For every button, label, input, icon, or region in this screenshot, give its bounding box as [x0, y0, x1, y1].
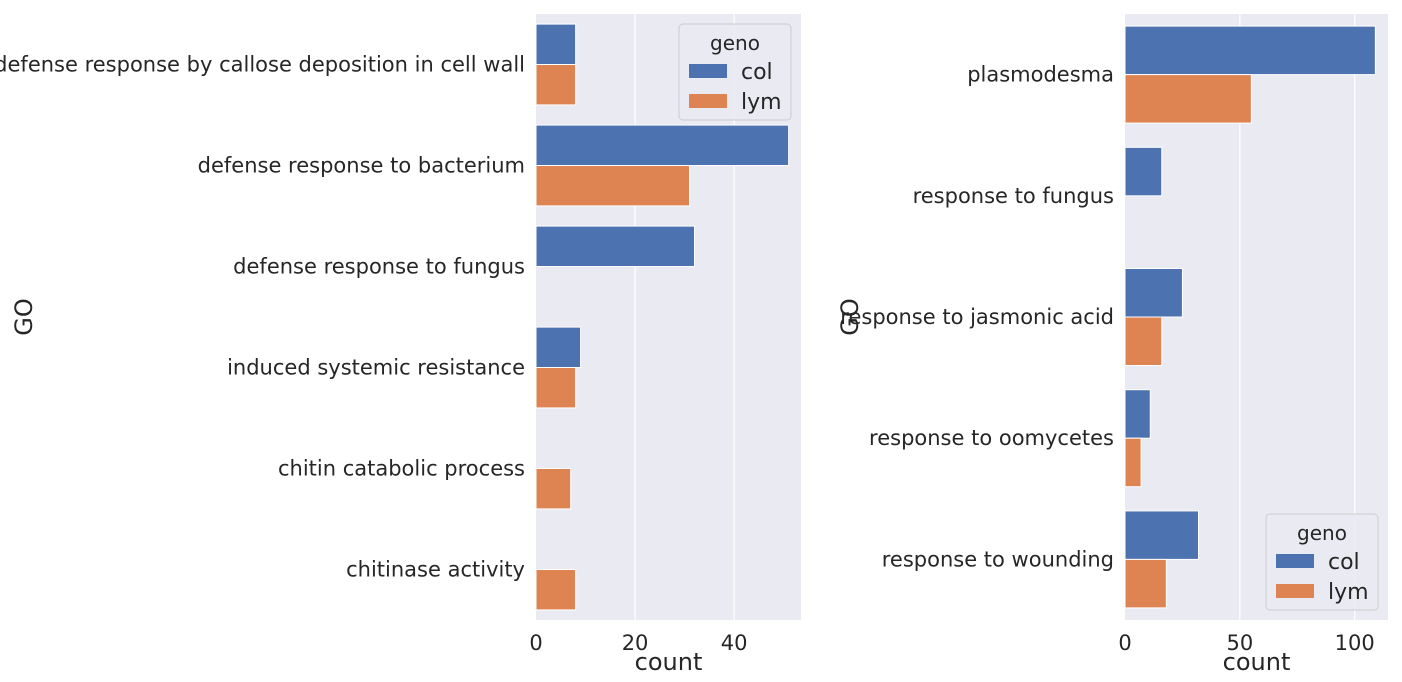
- legend-swatch-col: [1276, 554, 1314, 568]
- bar-col: [1124, 510, 1200, 560]
- bar-lym: [535, 367, 577, 409]
- legend-title: geno: [1297, 521, 1347, 545]
- chart-panel-2: plasmodesma response to fungus response to…: [836, 14, 1388, 676]
- legend: geno col lym: [678, 23, 792, 121]
- x-tick-label: 50: [1226, 631, 1253, 655]
- bar-lym: [1124, 74, 1252, 124]
- bar-col: [535, 326, 582, 369]
- y-tick-label: chitin catabolic process: [278, 457, 525, 481]
- legend-entry-lym: lym: [741, 90, 782, 115]
- legend: geno col lym: [1265, 513, 1379, 611]
- y-tick-label: response to jasmonic acid: [840, 305, 1114, 329]
- y-axis-label: GO: [836, 298, 864, 336]
- y-tick-label: plasmodesma: [967, 63, 1114, 87]
- x-tick-label: 0: [529, 631, 542, 655]
- y-tick-label: response to fungus: [913, 184, 1114, 208]
- y-tick-label: response to wounding: [882, 547, 1114, 571]
- bar-lym: [535, 64, 577, 106]
- chart-panel-1: defense response by callose deposition i…: [0, 14, 801, 676]
- legend-swatch-lym: [1276, 584, 1314, 598]
- bar-lym: [535, 569, 577, 611]
- bar-lym: [535, 165, 691, 207]
- x-tick-label: 40: [721, 631, 748, 655]
- bar-lym: [535, 468, 572, 510]
- bar-col: [1124, 146, 1163, 197]
- y-tick-label: defense response to fungus: [233, 255, 525, 279]
- x-axis-label: count: [1223, 648, 1291, 676]
- bar-col: [535, 124, 790, 166]
- y-tick-label: induced systemic resistance: [227, 356, 525, 380]
- legend-title: geno: [710, 31, 760, 55]
- legend-swatch-lym: [689, 94, 727, 108]
- bar-lym: [1124, 316, 1163, 366]
- legend-entry-lym: lym: [1328, 580, 1369, 605]
- bar-col: [535, 23, 577, 66]
- bar-col: [535, 225, 696, 268]
- y-tick-label: chitinase activity: [346, 558, 525, 582]
- bar-col: [1124, 268, 1183, 318]
- x-axis-label: count: [635, 648, 703, 676]
- x-tick-label: 0: [1118, 631, 1131, 655]
- legend-entry-col: col: [1328, 550, 1360, 575]
- y-tick-label: defense response to bacterium: [198, 154, 525, 178]
- y-axis-label: GO: [10, 298, 38, 336]
- bar-lym: [1124, 558, 1167, 609]
- y-tick-label: defense response by callose deposition i…: [0, 53, 525, 77]
- bar-col: [1124, 389, 1151, 439]
- bar-col: [1124, 25, 1376, 76]
- bar-lym: [1124, 437, 1142, 488]
- x-tick-label: 20: [622, 631, 649, 655]
- y-tick-label: response to oomycetes: [869, 426, 1114, 450]
- x-tick-label: 100: [1335, 631, 1375, 655]
- legend-entry-col: col: [741, 60, 773, 85]
- legend-swatch-col: [689, 64, 727, 78]
